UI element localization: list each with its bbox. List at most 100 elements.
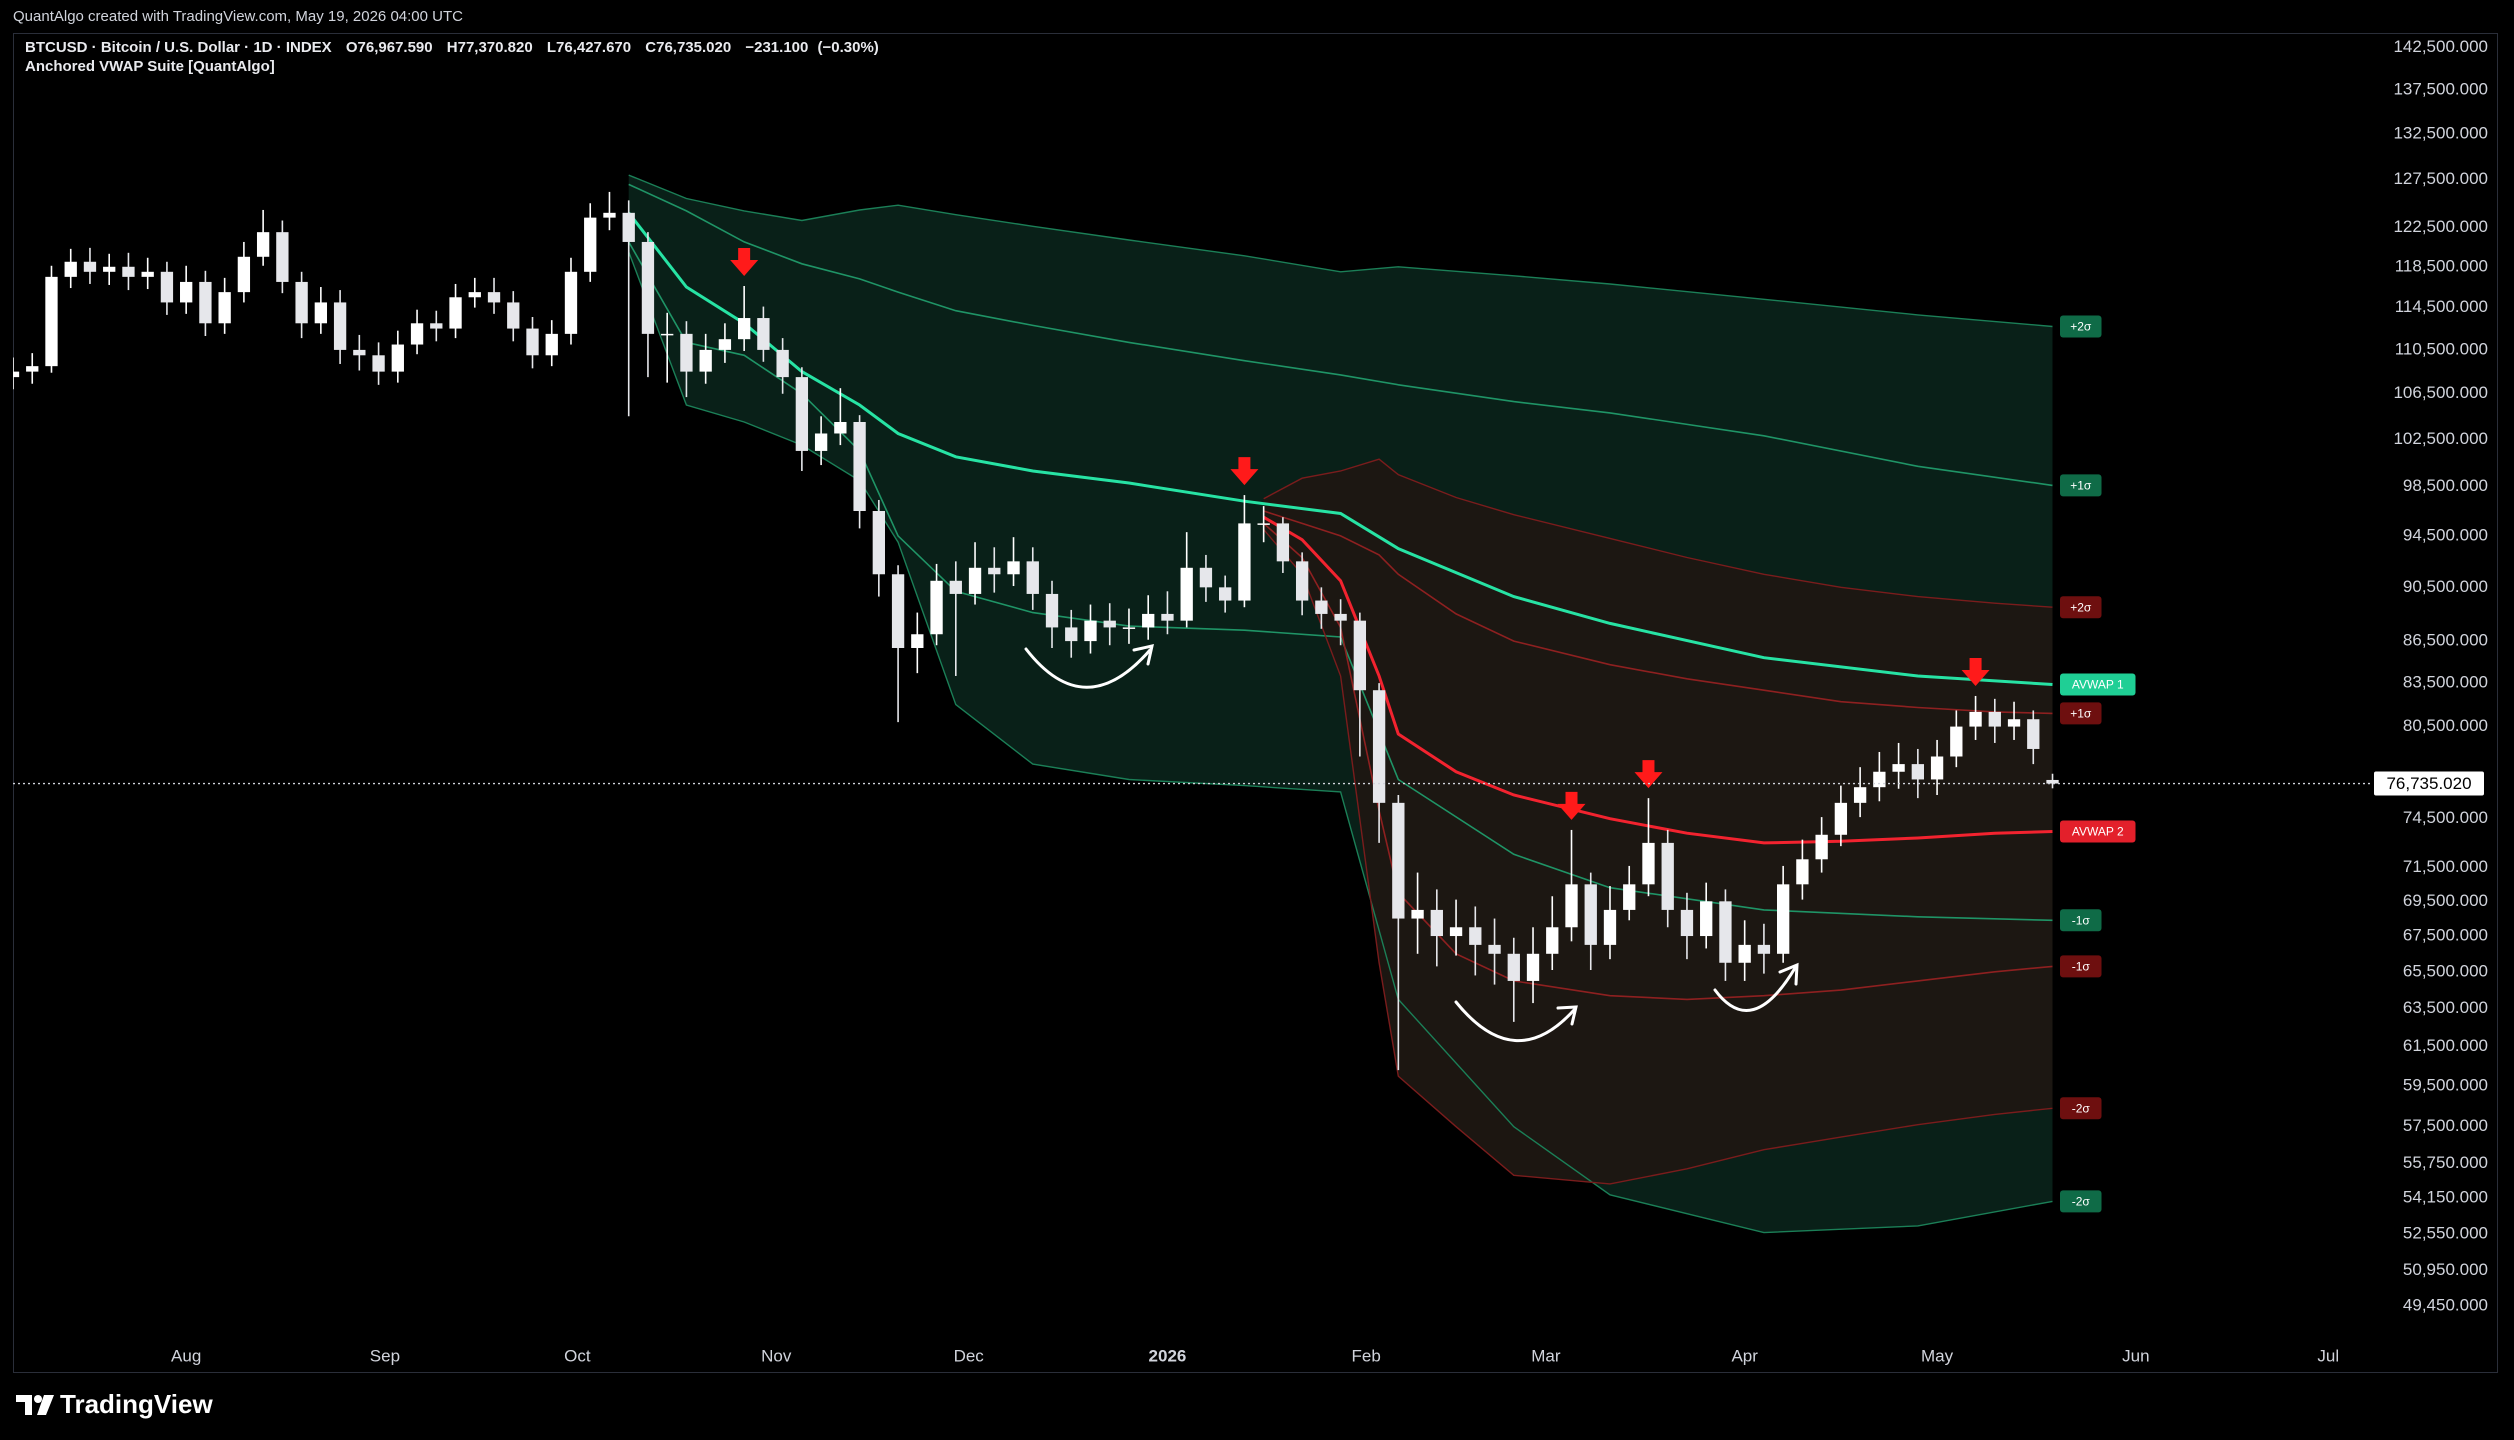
ohlc-open: O76,967.590: [346, 39, 433, 56]
candle-body: [1488, 944, 1501, 954]
candle-body: [1969, 711, 1982, 727]
candle-body: [891, 574, 905, 648]
candle-body: [160, 271, 174, 303]
candle-body: [353, 349, 366, 356]
candle-body: [295, 281, 308, 324]
candle-body: [968, 567, 982, 594]
candle-body: [776, 349, 789, 378]
y-tick-label: 71,500.000: [2403, 857, 2488, 876]
tradingview-logo: TradingView: [16, 1389, 213, 1419]
y-tick-label: 80,500.000: [2403, 716, 2488, 735]
candle-body: [718, 339, 732, 350]
band-label-box: [2060, 673, 2136, 696]
candle-body: [1449, 927, 1463, 937]
candle-body: [564, 271, 578, 334]
candle-body: [584, 217, 597, 272]
y-tick-label: 59,500.000: [2403, 1076, 2488, 1095]
x-tick-label: Aug: [171, 1346, 201, 1365]
x-tick-label: Nov: [761, 1346, 792, 1365]
change-percent: (−0.30%): [818, 39, 879, 56]
y-tick-label: 137,500.000: [2393, 79, 2488, 98]
candle-body: [1719, 901, 1732, 963]
band-label-box: [2060, 955, 2102, 978]
candle-body: [795, 377, 809, 451]
candle-body: [1988, 711, 2001, 727]
candle-body: [1295, 561, 1309, 601]
band-label-box: [2060, 909, 2102, 932]
legend-header: BTCUSD · Bitcoin / U.S. Dollar · 1D · IN…: [25, 39, 879, 56]
band-label: AVWAP 1: [2072, 678, 2124, 692]
annotation-arrows: [1024, 644, 1799, 1043]
candle-body: [1661, 842, 1674, 910]
x-tick-label: Dec: [954, 1346, 985, 1365]
band-label: -2σ: [2072, 1195, 2091, 1209]
candle-body: [1815, 834, 1828, 860]
candle-body: [1103, 620, 1116, 628]
y-tick-label: 74,500.000: [2403, 808, 2488, 827]
overlay: 142,500.000 137,500.000 132,500.000 127,500…: [13, 37, 2488, 1365]
vwap-line: [1263, 458, 2053, 608]
candle-body: [13, 371, 20, 378]
vwap-line: [1263, 529, 2053, 1185]
candle-body: [487, 292, 501, 303]
change: −231.100: [745, 39, 808, 56]
candle-body: [1257, 523, 1270, 525]
watermark: QuantAlgo created with TradingView.com, …: [13, 8, 463, 25]
candle-body: [2046, 779, 2059, 784]
candle-body: [372, 355, 385, 372]
vwap-line: [628, 183, 2053, 487]
candle-body: [26, 366, 39, 372]
candle-body: [122, 266, 135, 277]
candle-body: [1623, 884, 1636, 910]
candle-body: [1469, 927, 1482, 945]
candle-body: [1199, 567, 1213, 588]
band-label-box: [2060, 820, 2136, 843]
x-tick-label: 2026: [1149, 1346, 1187, 1365]
candle-body: [680, 333, 693, 372]
y-tick-label: 67,500.000: [2403, 926, 2488, 945]
candle-body: [872, 511, 885, 575]
candle-body: [1796, 859, 1809, 885]
band-label: -1σ: [2072, 913, 2091, 927]
signal-arrow: [1230, 457, 1259, 486]
candle-body: [988, 567, 1001, 575]
band-label: AVWAP 2: [2072, 825, 2124, 839]
band-label: +1σ: [2070, 707, 2092, 721]
candle-body: [1603, 909, 1617, 945]
y-tick-label: 50,950.000: [2403, 1260, 2488, 1279]
candle-body: [911, 634, 924, 648]
y-tick-label: 122,500.000: [2393, 217, 2488, 236]
x-tick-label: May: [1921, 1346, 1954, 1365]
y-tick-label: 98,500.000: [2403, 476, 2488, 495]
candle-body: [699, 349, 712, 372]
signal-arrow: [1557, 791, 1586, 820]
candle-body: [2027, 719, 2040, 749]
x-tick-label: Oct: [564, 1346, 591, 1365]
band-label-box: [2060, 1097, 2102, 1120]
band-label: +2σ: [2070, 600, 2092, 614]
candle-body: [949, 580, 962, 594]
logo-mark: [34, 1395, 42, 1403]
candle-body: [1353, 620, 1367, 691]
candle-body: [276, 232, 289, 282]
candle-body: [180, 281, 193, 303]
candle-body: [64, 261, 77, 277]
candle-body: [1045, 593, 1059, 628]
band-label: -2σ: [2072, 1101, 2091, 1115]
candle-body: [1526, 953, 1540, 981]
candle-body: [1315, 600, 1328, 614]
plot-area: [13, 174, 2059, 1234]
candle-body: [737, 318, 751, 340]
y-tick-label: 49,450.000: [2403, 1296, 2488, 1315]
candle-body: [1738, 944, 1751, 963]
band-label-box: [2060, 474, 2102, 497]
chart-frame: [13, 33, 2498, 1373]
candle-body: [1680, 909, 1694, 937]
candle-body: [1219, 587, 1232, 601]
candle-body: [1757, 944, 1771, 954]
candle-body: [1950, 726, 1963, 757]
candle-body: [1065, 627, 1078, 642]
x-tick-label: Sep: [370, 1346, 400, 1365]
